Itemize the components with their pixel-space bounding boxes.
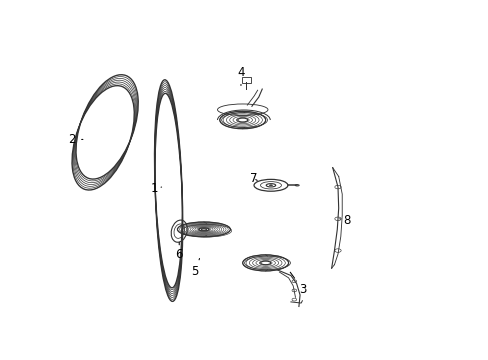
Text: 2: 2	[68, 133, 83, 146]
Text: 6: 6	[175, 242, 183, 261]
Text: 1: 1	[150, 182, 161, 195]
Text: 5: 5	[191, 258, 199, 278]
Text: 7: 7	[249, 172, 257, 185]
Text: 4: 4	[237, 66, 244, 85]
Text: 8: 8	[339, 214, 350, 227]
Text: 3: 3	[290, 272, 306, 296]
Ellipse shape	[269, 185, 272, 186]
